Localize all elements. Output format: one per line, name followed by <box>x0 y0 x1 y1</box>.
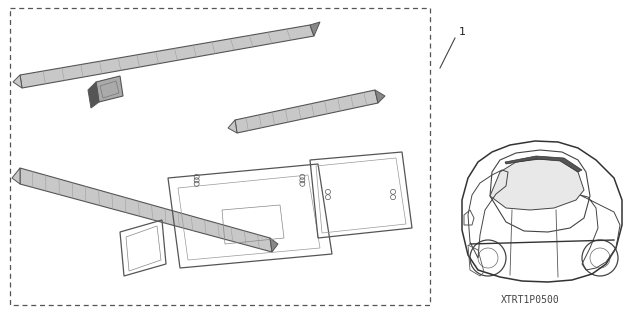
Polygon shape <box>228 120 237 133</box>
Text: XTRT1P0500: XTRT1P0500 <box>500 295 559 305</box>
Polygon shape <box>20 168 272 252</box>
Polygon shape <box>96 76 123 102</box>
Polygon shape <box>310 22 320 36</box>
Polygon shape <box>505 156 582 172</box>
Polygon shape <box>88 82 99 108</box>
Polygon shape <box>13 75 22 88</box>
Polygon shape <box>20 25 314 88</box>
Bar <box>10 8 430 305</box>
Polygon shape <box>270 238 278 252</box>
Polygon shape <box>235 90 378 133</box>
Polygon shape <box>490 159 584 210</box>
Text: 1: 1 <box>458 27 465 37</box>
Polygon shape <box>375 90 385 103</box>
Polygon shape <box>12 168 20 184</box>
